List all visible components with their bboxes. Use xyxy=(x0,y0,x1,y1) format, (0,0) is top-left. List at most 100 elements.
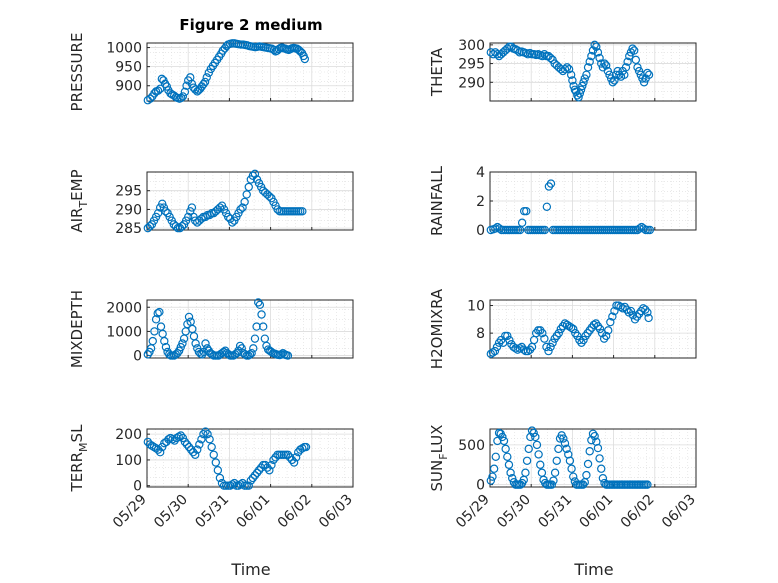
subplot-mixdepth: 0 1000 2000 MIXDEPTH xyxy=(68,290,354,368)
subplot-pressure: 900 950 1000 PRESSURE xyxy=(68,33,354,111)
data-point xyxy=(298,207,307,216)
data-point xyxy=(585,447,594,456)
data-point xyxy=(488,472,497,481)
x-axis-label-left: Time xyxy=(230,560,270,579)
data-point xyxy=(201,427,210,436)
data-point xyxy=(552,456,561,465)
data-point xyxy=(232,348,242,358)
data-point xyxy=(566,323,576,332)
data-point xyxy=(249,344,258,353)
data-point xyxy=(549,476,558,485)
data-point xyxy=(547,480,557,489)
data-point xyxy=(618,304,627,313)
data-point xyxy=(495,224,504,233)
data-point xyxy=(595,53,604,63)
data-point xyxy=(301,442,311,452)
data-point xyxy=(608,312,617,321)
data-point xyxy=(505,335,514,345)
data-point xyxy=(542,202,552,211)
data-point xyxy=(569,324,578,334)
y-tick-label: 1000 xyxy=(106,324,142,340)
data-point xyxy=(521,468,530,477)
data-point xyxy=(200,77,210,87)
data-point xyxy=(197,435,206,444)
y-tick-label: 285 xyxy=(115,221,142,237)
data-point xyxy=(531,432,540,442)
y-tick-label: 1000 xyxy=(106,41,142,57)
data-point xyxy=(631,55,641,65)
data-point xyxy=(608,78,617,87)
data-point xyxy=(283,351,293,360)
data-point xyxy=(155,448,165,457)
data-point xyxy=(148,336,157,346)
y-tick-label: 4 xyxy=(476,165,485,181)
data-point xyxy=(575,89,585,98)
data-point xyxy=(576,85,586,94)
data-point xyxy=(246,476,256,485)
data-point xyxy=(228,480,237,489)
axes-box xyxy=(489,299,697,359)
data-point xyxy=(546,342,555,352)
data-point xyxy=(634,66,644,76)
data-point xyxy=(544,346,553,356)
data-point xyxy=(536,460,545,469)
data-point xyxy=(595,454,604,463)
data-point xyxy=(255,300,265,310)
data-point xyxy=(610,306,619,316)
y-axis-label: MIXDEPTH xyxy=(68,290,86,368)
data-point xyxy=(223,212,233,222)
axes-box xyxy=(489,42,697,102)
subplot-sun-flux: 0 500 05/29 05/30 05/31 06/01 06/02 06/03 SUNFLU… xyxy=(428,425,699,532)
data-point xyxy=(532,440,542,450)
data-point xyxy=(568,76,577,85)
data-point xyxy=(147,441,157,450)
data-point xyxy=(491,452,500,462)
data-point xyxy=(257,310,266,319)
data-point xyxy=(215,203,225,212)
data-point xyxy=(560,439,570,448)
axes-box xyxy=(489,428,697,488)
data-point xyxy=(560,319,570,328)
x-tick-label: 05/31 xyxy=(535,492,575,532)
data-point xyxy=(623,57,632,66)
x-tick-label: 05/29 xyxy=(110,492,150,532)
data-point xyxy=(643,480,652,489)
data-point xyxy=(252,468,262,478)
data-point xyxy=(199,80,208,89)
data-point xyxy=(300,54,309,64)
data-point xyxy=(554,444,563,454)
data-point xyxy=(573,91,582,100)
data-point xyxy=(211,458,221,467)
data-point xyxy=(573,331,582,341)
x-tick-label: 06/01 xyxy=(577,492,617,532)
data-point xyxy=(517,218,527,227)
data-point xyxy=(592,42,601,51)
y-tick-label: 10 xyxy=(467,299,485,315)
data-point xyxy=(267,460,276,470)
data-point xyxy=(550,468,560,477)
data-point xyxy=(567,464,576,473)
data-point xyxy=(188,448,198,457)
data-point xyxy=(156,322,166,331)
data-point xyxy=(624,308,634,317)
data-point xyxy=(582,70,591,80)
y-tick-label: 295 xyxy=(115,184,142,200)
data-point xyxy=(209,450,218,459)
data-point xyxy=(611,70,621,80)
data-point xyxy=(499,436,509,446)
data-point xyxy=(554,328,564,338)
data-point xyxy=(628,44,637,53)
y-tick-label: 0 xyxy=(133,349,142,365)
data-point xyxy=(560,64,570,74)
data-point xyxy=(645,225,655,235)
y-axis-label: RAINFALL xyxy=(428,165,446,236)
data-point xyxy=(562,63,572,72)
data-point xyxy=(236,480,245,489)
data-point xyxy=(235,341,245,351)
data-point xyxy=(574,93,583,102)
data-point xyxy=(626,306,636,316)
data-point xyxy=(639,224,648,233)
x-tick-label: 05/31 xyxy=(192,492,232,532)
data-point xyxy=(527,426,537,435)
